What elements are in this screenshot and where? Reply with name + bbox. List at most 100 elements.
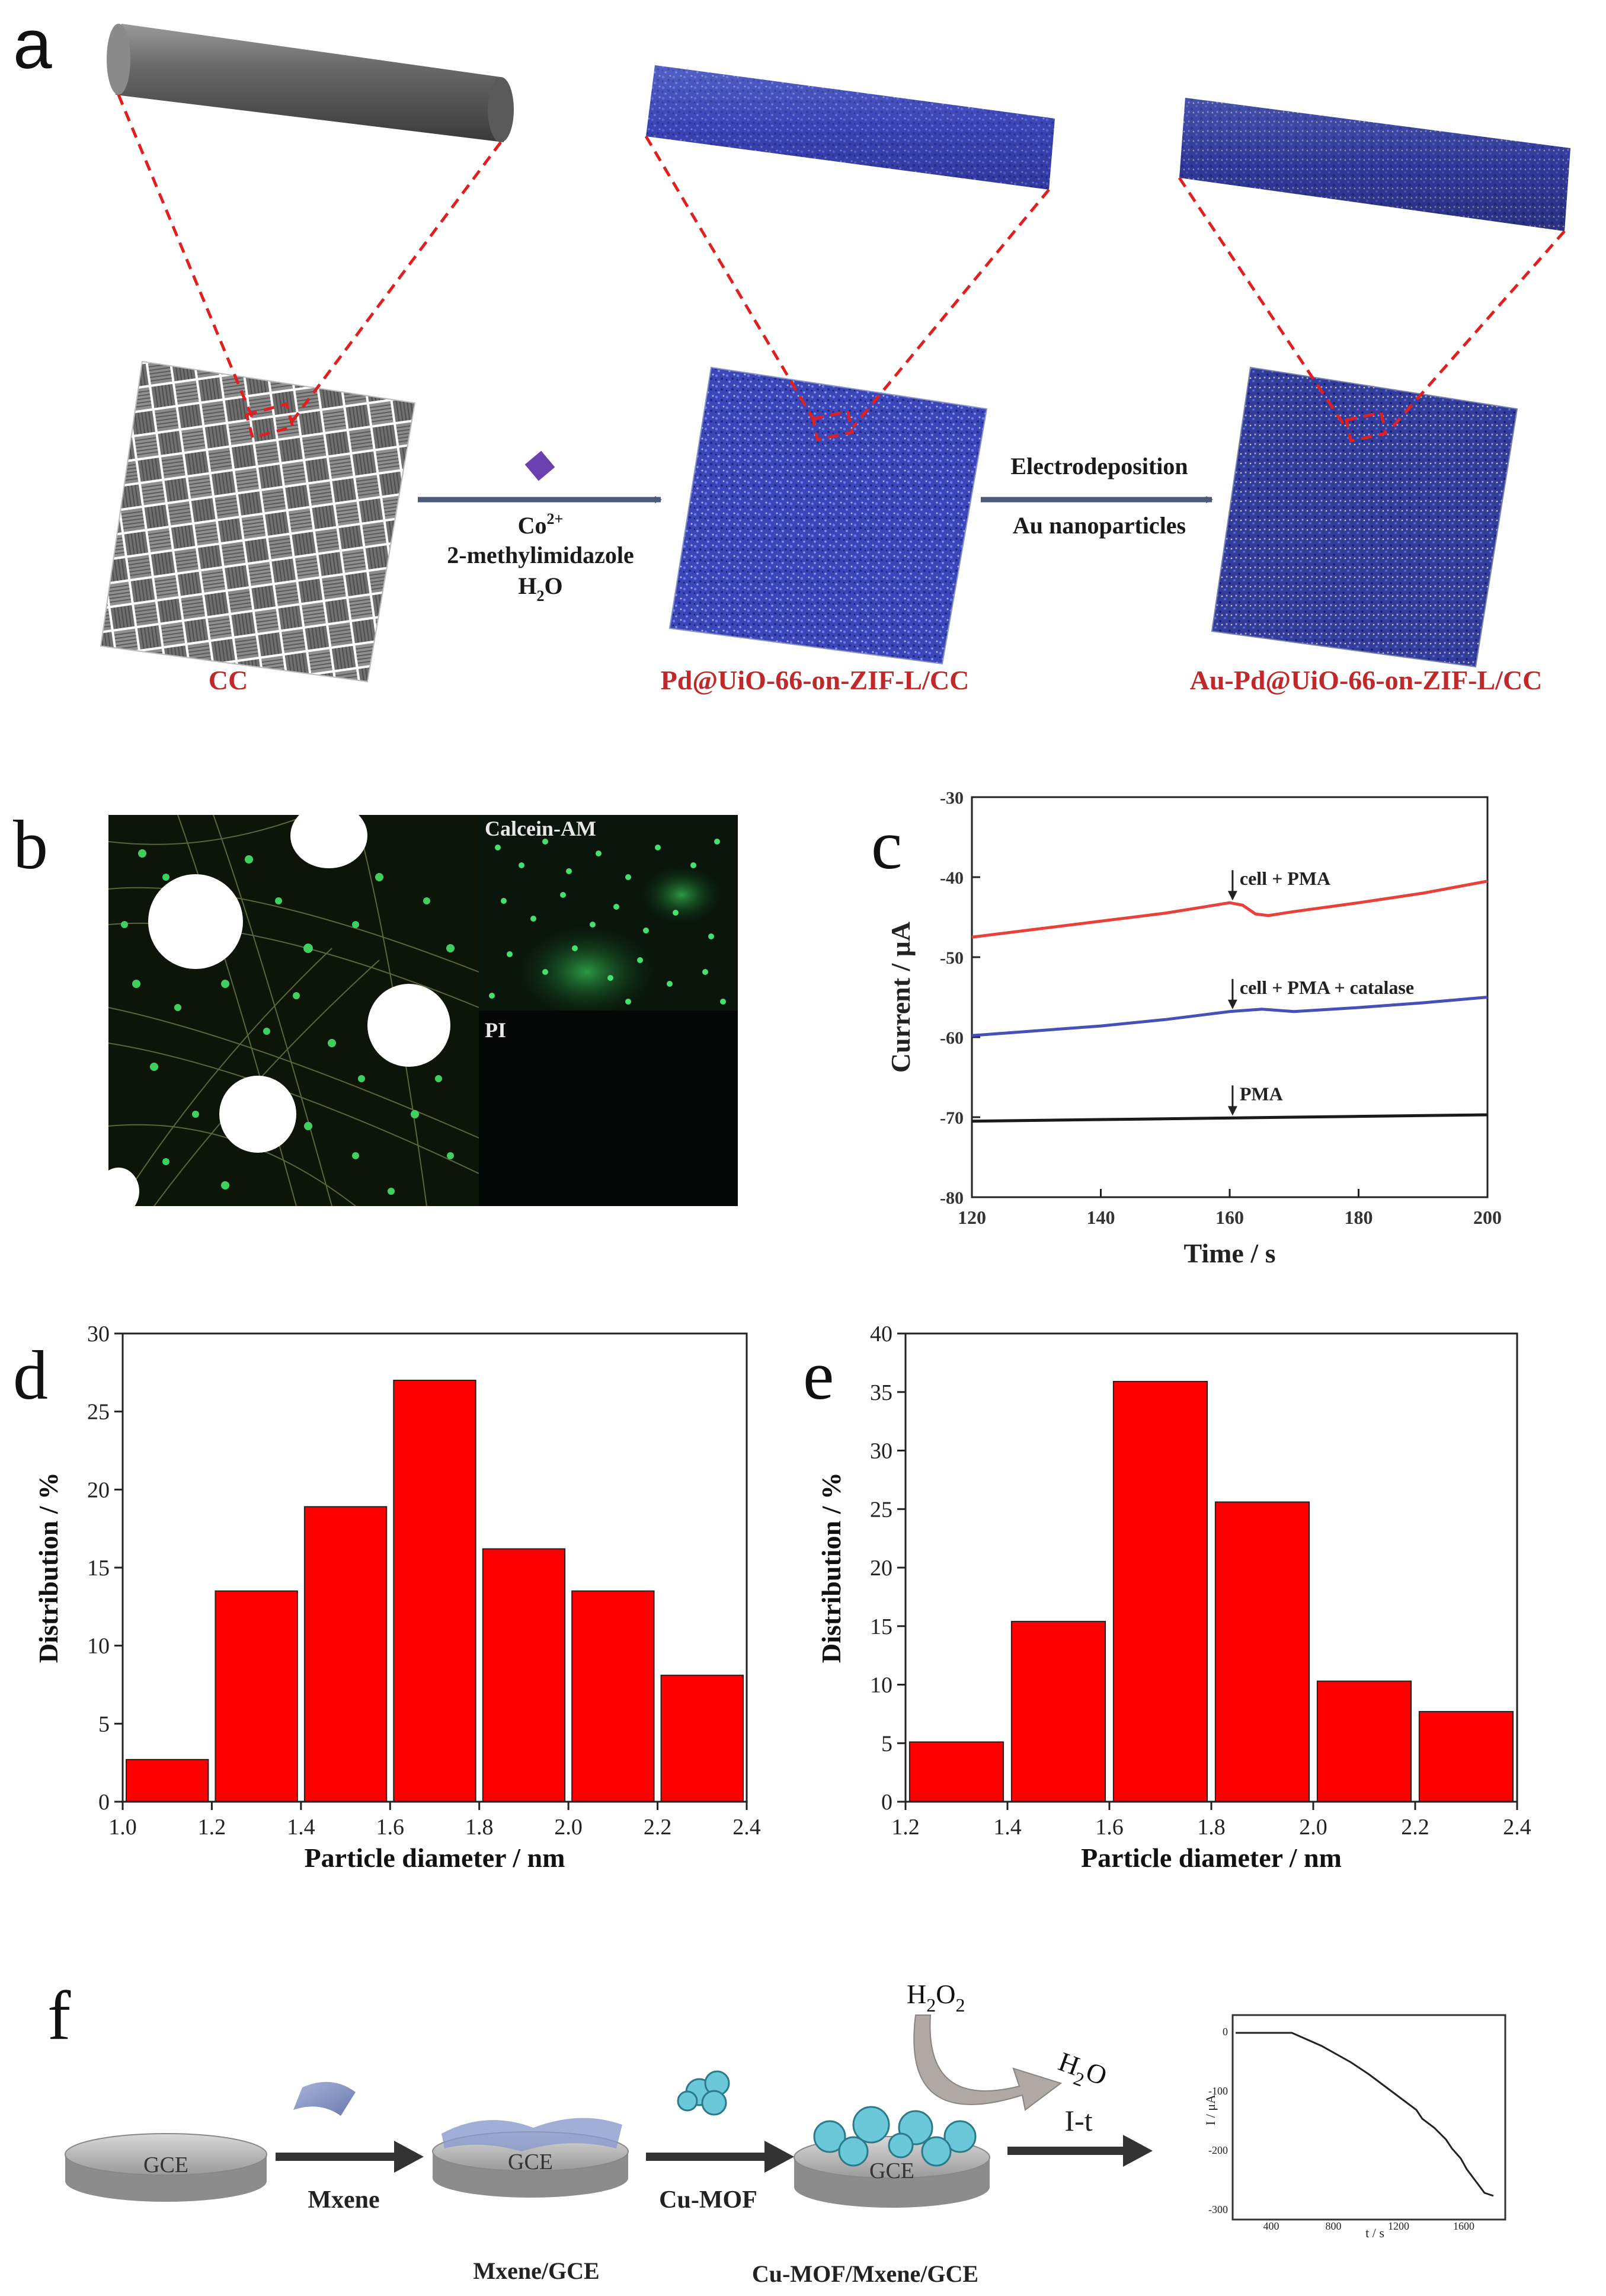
- micrograph-calcein: Calcein-AM: [479, 815, 738, 1019]
- annotation-arrowhead: [1227, 891, 1237, 901]
- bar-1: [215, 1590, 298, 1802]
- inset-ytick-1: -100: [1208, 2085, 1228, 2097]
- bar-5: [571, 1590, 655, 1802]
- inset-ytick-3: -300: [1208, 2204, 1228, 2215]
- xtick-label: 200: [1473, 1207, 1502, 1228]
- xtick-label: 2.4: [1503, 1815, 1531, 1840]
- au-zoom-guides: [1178, 177, 1566, 443]
- it-inset-chart: I / μA t / s 0 -100 -200 -300 400 800 12…: [1203, 2014, 1506, 2240]
- ytick-label: 20: [87, 1478, 110, 1502]
- curved-arrow: [913, 2014, 1063, 2111]
- bar-3: [1214, 1501, 1310, 1802]
- gce-label-3: GCE: [869, 2159, 914, 2183]
- bar-0: [126, 1758, 209, 1802]
- panel-f-letter: f: [47, 1977, 71, 2054]
- bar-5: [1418, 1710, 1514, 1803]
- ytick-label: 30: [87, 1322, 110, 1347]
- pd-square: [668, 366, 988, 665]
- mxene-sheet-icon: [293, 2081, 356, 2116]
- xtick-label: 2.2: [644, 1815, 672, 1840]
- panel-a-letter: a: [13, 5, 52, 84]
- gce-label-1: GCE: [143, 2153, 188, 2177]
- ytick-label: 15: [87, 1556, 110, 1581]
- xtick-label: 1.6: [1095, 1815, 1124, 1840]
- label-cc: CC: [209, 665, 248, 695]
- ytick-label: -40: [940, 868, 964, 888]
- chart-d: 0 5 10 15 20 25 30 1.0 1.2 1.4 1.6 1.8 2.0 2.2 2.4 Part…: [33, 1322, 761, 1873]
- annotation-label-1: cell + PMA + catalase: [1240, 977, 1414, 998]
- xtick-label: 1.8: [465, 1815, 494, 1840]
- step-mxene: Mxene: [308, 2186, 379, 2214]
- arrow-mxene: Mxene: [276, 2081, 424, 2214]
- arrow-2-line2: Au nanoparticles: [1013, 512, 1186, 539]
- h2o2-reaction: H2O2 H2O: [907, 1979, 1111, 2111]
- panel-f: f GCE Mxene GCE Mxene/GCE: [47, 1977, 1506, 2287]
- inset-xtick-2: 1200: [1388, 2220, 1409, 2232]
- ytick-label: 5: [98, 1712, 110, 1737]
- ytick-label: 0: [98, 1790, 110, 1815]
- series-line-1: [971, 996, 1488, 1037]
- panel-d-letter: d: [13, 1336, 48, 1414]
- xtick-label: 1.4: [993, 1815, 1022, 1840]
- ytick-label: 40: [870, 1322, 892, 1347]
- annotation-arrowhead: [1227, 1106, 1237, 1116]
- inset-xtick-1: 800: [1326, 2220, 1342, 2232]
- label-au-pd: Au-Pd@UiO-66-on-ZIF-L/CC: [1190, 665, 1543, 695]
- ytick-label: 10: [870, 1673, 892, 1698]
- xtick-label: 1.2: [891, 1815, 920, 1840]
- y-axis-label: Distribution / %: [33, 1472, 63, 1663]
- arrow-1-line3: H2O: [518, 573, 562, 605]
- xtick-label: 1.0: [108, 1815, 137, 1840]
- arrow-i-t: I-t: [1007, 2104, 1153, 2167]
- series-line-2: [971, 1113, 1488, 1123]
- ytick-label: 25: [87, 1400, 110, 1425]
- ytick-label: -60: [940, 1028, 964, 1048]
- xtick-label: 2.0: [1299, 1815, 1327, 1840]
- panel-e-letter: e: [803, 1336, 834, 1414]
- xtick-label: 2.0: [554, 1815, 583, 1840]
- au-square: [1211, 366, 1518, 668]
- inset-ytick-2: -200: [1208, 2144, 1228, 2156]
- xtick-label: 1.8: [1197, 1815, 1226, 1840]
- pd-rod: [646, 65, 1055, 190]
- arrow-2-line1: Electrodeposition: [1010, 453, 1188, 479]
- x-axis-label: Particle diameter / nm: [305, 1843, 565, 1873]
- diamond-icon: [524, 450, 555, 481]
- bar-3: [393, 1380, 476, 1802]
- panel-b-letter: b: [13, 806, 48, 884]
- bar-1: [1010, 1620, 1106, 1803]
- xtick-label: 1.2: [198, 1815, 226, 1840]
- x-axis-label: Particle diameter / nm: [1081, 1843, 1342, 1873]
- step-i-t: I-t: [1064, 2104, 1092, 2137]
- ytick-label: 10: [87, 1634, 110, 1659]
- ytick-label: 25: [870, 1497, 892, 1522]
- caption-mxene-gce: Mxene/GCE: [473, 2257, 599, 2284]
- xtick-label: 140: [1087, 1207, 1115, 1228]
- pd-zoom-guides: [644, 135, 1050, 442]
- arrow-cu-mof: Cu-MOF: [646, 2070, 794, 2214]
- label-pd: Pd@UiO-66-on-ZIF-L/CC: [661, 665, 970, 695]
- bar-4: [482, 1548, 566, 1802]
- ytick-label: 20: [870, 1556, 892, 1581]
- x-axis-label: Time / s: [1183, 1238, 1275, 1268]
- ytick-label: 5: [881, 1731, 892, 1756]
- inset-xtick-0: 400: [1263, 2220, 1279, 2232]
- panel-a: a Co2+ 2-methylimidazole H2O: [13, 5, 1570, 695]
- xtick-label: 2.4: [732, 1815, 761, 1840]
- inset-ytick-0: 0: [1223, 2026, 1228, 2038]
- h2o2-label: H2O2: [907, 1979, 965, 2016]
- annotation-label-2: PMA: [1240, 1083, 1283, 1104]
- cu-mof-icon: [677, 2070, 730, 2116]
- xtick-label: 180: [1345, 1207, 1373, 1228]
- ytick-label: -80: [940, 1188, 964, 1208]
- y-axis-label: Distribution / %: [816, 1472, 846, 1663]
- step-cu-mof: Cu-MOF: [659, 2186, 757, 2214]
- xtick-label: 1.4: [287, 1815, 315, 1840]
- xtick-label: 1.6: [376, 1815, 405, 1840]
- chart-e: 0 5 10 15 20 25 30 35 40 1.2 1.4 1.6 1.8 2.0 2.2 2.4 Par…: [816, 1322, 1531, 1873]
- panel-d: d 0 5 10 15 20 25 30 1.0 1.2 1.4 1.6 1.8 2.0 2.2 2.4 Pa…: [13, 1322, 761, 1873]
- panel-c-letter: c: [871, 806, 902, 884]
